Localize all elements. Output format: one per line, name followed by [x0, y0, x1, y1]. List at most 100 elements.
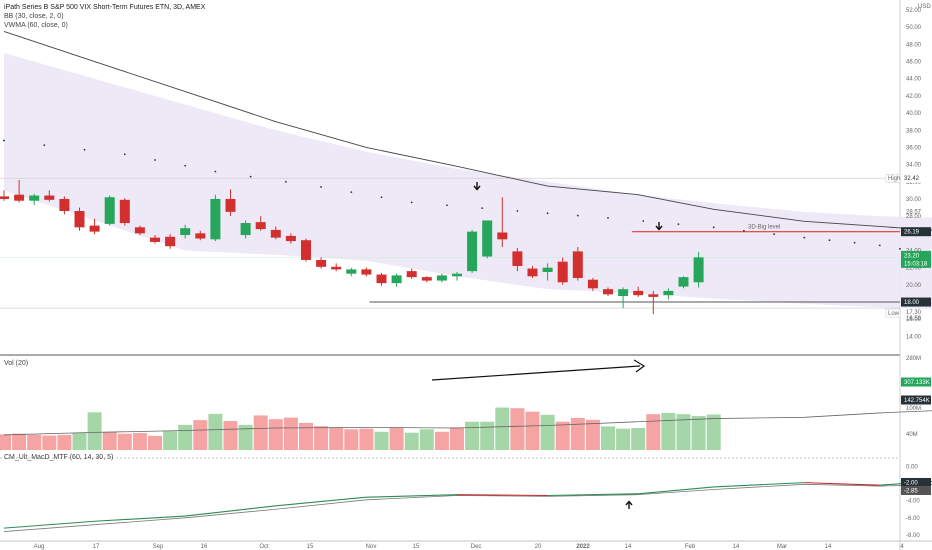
price-tick-label: 46.00	[906, 60, 922, 66]
volume-bar	[253, 415, 268, 450]
support-value-tag: 18.00	[904, 300, 920, 306]
bb-dot	[184, 164, 187, 167]
price-tick-label: 42.00	[906, 94, 922, 100]
volume-bar	[314, 426, 329, 450]
volume-bar	[646, 414, 661, 450]
macd-tick-label: -4.00	[906, 499, 920, 505]
time-tick-label: Sep	[153, 544, 164, 550]
candle	[240, 220, 251, 239]
macd-line-segment	[185, 505, 276, 517]
macd-value-a-tag: -2.00	[904, 480, 918, 486]
price-tick-label: 28.00	[906, 214, 922, 220]
support-value-tag-bg	[901, 297, 931, 307]
candle	[270, 226, 281, 240]
vol-last-tag: 307.133K	[904, 380, 930, 386]
candle-body	[59, 198, 70, 211]
bb-dot	[3, 139, 5, 142]
candle	[391, 273, 402, 287]
candle-body	[406, 271, 417, 278]
bb-dot	[83, 148, 86, 151]
price-tick-label: 52.00	[906, 8, 922, 14]
candle	[618, 287, 629, 309]
bb-dot	[380, 196, 383, 199]
candle-body	[452, 273, 462, 277]
chart-legend: iPath Series B S&P 500 VIX Short-Term Fu…	[4, 3, 205, 30]
candle-body	[331, 266, 342, 270]
candle-body	[678, 277, 689, 287]
arrow-down-1-head	[473, 185, 481, 191]
volume-ma-line	[3, 410, 932, 436]
candles	[0, 180, 704, 315]
candle	[180, 224, 191, 239]
high-label: High	[888, 176, 900, 182]
volume-bar	[480, 421, 495, 450]
price-tick-label: 50.00	[906, 25, 922, 31]
candle-body	[527, 268, 538, 277]
bb-dot	[481, 207, 484, 210]
candle-body	[74, 211, 85, 228]
candle	[497, 197, 508, 248]
volume-bar	[450, 427, 464, 450]
candle-body	[587, 279, 598, 289]
price-tick-label: 16.00	[906, 317, 922, 323]
volume-bar	[72, 432, 87, 450]
candle-body	[165, 236, 176, 247]
tick-2857-label: 28.57	[906, 209, 922, 215]
macd-tick-label: -8.00	[906, 533, 920, 539]
price-tick-label: 48.00	[906, 42, 922, 48]
macd-tick-label: -6.00	[906, 516, 920, 522]
candle-body	[572, 251, 583, 278]
macd-tick-label: 0.00	[906, 464, 918, 470]
candle	[134, 225, 145, 236]
macd-value-b-tag-bg	[901, 485, 931, 495]
bb-dot	[123, 153, 126, 156]
volume-bars	[0, 407, 932, 450]
candle-body	[376, 274, 387, 284]
bb-dot	[516, 210, 519, 212]
volume-bar	[374, 431, 389, 450]
candle-body	[104, 197, 115, 224]
candle	[225, 189, 236, 217]
volume-bar	[691, 416, 706, 450]
volume-bar	[434, 431, 449, 450]
bb-dot	[773, 233, 775, 236]
time-tick-label: 4	[900, 544, 904, 550]
candle-body	[648, 294, 659, 297]
macd-line-segment	[804, 482, 880, 486]
candle	[346, 267, 357, 277]
time-tick-label: Aug	[34, 544, 45, 550]
macd-line-segment	[638, 486, 714, 495]
volume-bar	[344, 429, 359, 450]
bb-label: BB (30, close, 2, 0)	[4, 13, 64, 20]
candle-body	[180, 228, 191, 236]
time-tick-label: Dec	[471, 544, 482, 550]
candle	[467, 229, 478, 273]
vol-tick-label: 100M	[906, 406, 921, 412]
candle	[527, 265, 538, 278]
volume-bar	[223, 421, 238, 450]
price-tick-label: 22.00	[906, 266, 922, 272]
candle	[542, 263, 553, 281]
volume-bar	[178, 424, 193, 450]
bb-dot	[249, 175, 252, 178]
chart-title: iPath Series B S&P 500 VIX Short-Term Fu…	[4, 4, 206, 11]
last-price-tag-bg	[901, 250, 931, 260]
bb-dot	[410, 201, 413, 204]
time-tick-label: 15	[307, 544, 314, 550]
bb-band-fill	[4, 52, 932, 310]
volume-bar	[525, 411, 540, 450]
bb-dot	[214, 170, 217, 173]
bb-band	[4, 52, 932, 310]
volume-trend-arrow	[431, 365, 641, 381]
arrow-up-macd-head	[625, 500, 633, 506]
candle-body	[134, 227, 145, 234]
bb-dot	[853, 241, 856, 244]
high-value-tag: 32.42	[904, 176, 920, 182]
candle-body	[255, 222, 266, 230]
macd-label: CM_Ult_MacD_MTF (60, 14, 30, 5)	[4, 454, 114, 461]
candle-body	[195, 233, 206, 239]
bb-dot	[607, 216, 609, 219]
candle-body	[316, 259, 327, 267]
time-tick-label: 15	[413, 544, 420, 550]
